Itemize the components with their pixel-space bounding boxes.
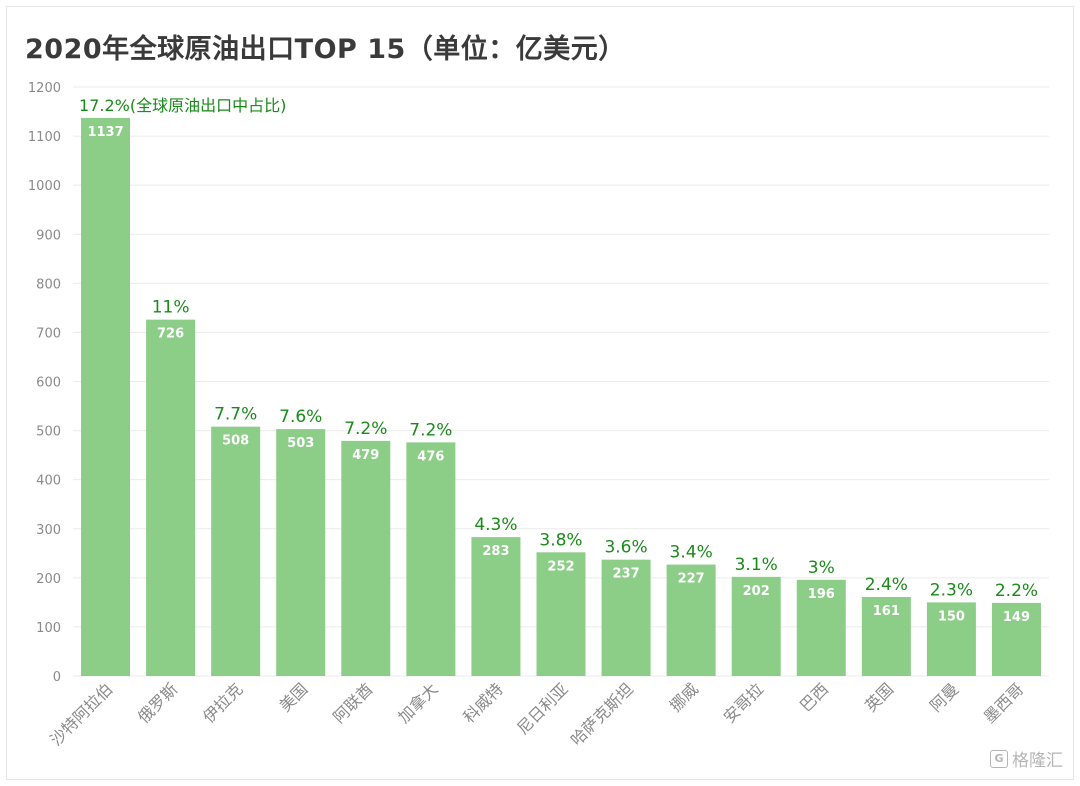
share-label: 7.6%	[279, 407, 322, 427]
x-tick-label: 科威特	[459, 679, 506, 726]
y-tick-label: 0	[53, 670, 61, 685]
x-tick-label: 挪威	[666, 679, 702, 715]
bar	[341, 440, 391, 676]
share-label: 7.2%	[409, 420, 452, 440]
share-label: 7.2%	[344, 419, 387, 439]
bar	[731, 576, 781, 676]
y-tick-label: 200	[36, 572, 61, 587]
share-label: 3.4%	[670, 543, 713, 563]
bar	[991, 602, 1041, 676]
x-tick-label: 俄罗斯	[134, 679, 181, 726]
x-tick-label: 阿曼	[926, 679, 962, 715]
bar	[211, 426, 261, 676]
bar-value-label: 503	[287, 436, 314, 451]
y-tick-label: 100	[36, 621, 61, 636]
bar	[926, 602, 976, 676]
bar	[536, 552, 586, 676]
x-tick-label: 阿联酋	[329, 679, 376, 726]
x-tick-label: 安哥拉	[720, 679, 767, 726]
bar	[471, 537, 521, 676]
bar-value-label: 726	[157, 327, 184, 342]
y-tick-label: 600	[36, 376, 61, 391]
bar-value-label: 237	[612, 567, 639, 582]
share-label: 3.8%	[539, 530, 582, 550]
share-label: 2.3%	[930, 580, 973, 600]
y-tick-label: 1200	[28, 81, 61, 96]
y-tick-label: 700	[36, 326, 61, 341]
x-tick-label: 哈萨克斯坦	[567, 679, 637, 749]
chart-title: 2020年全球原油出口TOP 15（单位：亿美元）	[25, 34, 626, 65]
watermark-text: 格隆汇	[1012, 751, 1063, 771]
bar-value-label: 161	[873, 604, 900, 619]
bar	[601, 559, 651, 676]
bar-value-label: 283	[482, 544, 509, 559]
x-tick-label: 巴西	[796, 679, 832, 715]
bar-value-label: 196	[808, 587, 835, 602]
x-tick-label: 墨西哥	[980, 679, 1027, 726]
bar	[666, 564, 716, 676]
y-tick-label: 1000	[28, 179, 61, 194]
x-tick-label: 伊拉克	[199, 679, 246, 726]
share-label: 4.3%	[474, 515, 517, 535]
bar-value-label: 476	[417, 449, 444, 464]
bar-value-label: 150	[938, 609, 965, 624]
share-label: 11%	[152, 298, 190, 318]
share-label: 3.1%	[735, 555, 778, 575]
bar	[861, 596, 911, 676]
bar-value-label: 149	[1003, 610, 1030, 625]
share-label: 2.2%	[995, 581, 1038, 601]
x-tick-label: 加拿大	[394, 679, 441, 726]
y-tick-label: 300	[36, 523, 61, 538]
bar-value-label: 202	[743, 584, 770, 599]
bar	[276, 429, 326, 676]
share-label: 2.4%	[865, 575, 908, 595]
share-label: 17.2%(全球原油出口中占比)	[79, 96, 286, 115]
bar	[81, 117, 131, 677]
bar	[796, 579, 846, 676]
chart-frame: 2020年全球原油出口TOP 15（单位：亿美元） 0 100 200 300 400 5…	[6, 6, 1074, 780]
watermark-logo-icon: G	[990, 749, 1008, 768]
bar	[406, 442, 456, 676]
bar-value-label: 227	[678, 572, 705, 587]
x-tick-label: 沙特阿拉伯	[46, 679, 116, 749]
bar-value-label: 1137	[87, 125, 123, 140]
bar-value-label: 508	[222, 434, 249, 449]
bar-value-label: 252	[547, 559, 574, 574]
x-tick-label: 美国	[275, 679, 311, 715]
y-tick-label: 1100	[28, 130, 61, 145]
watermark: G 格隆汇	[990, 746, 1063, 771]
bar	[146, 319, 196, 676]
share-label: 3%	[808, 558, 835, 578]
bar-value-label: 479	[352, 448, 379, 463]
x-tick-label: 英国	[861, 679, 897, 715]
y-tick-label: 900	[36, 228, 61, 243]
x-tick-label: 尼日利亚	[513, 679, 572, 738]
share-label: 3.6%	[604, 538, 647, 558]
bar-chart: 0 100 200 300 400 500 600 700 800 900 1000 1100 1200…	[28, 81, 1049, 749]
share-label: 7.7%	[214, 405, 257, 425]
y-tick-label: 400	[36, 474, 61, 489]
y-tick-label: 800	[36, 277, 61, 292]
y-tick-label: 500	[36, 425, 61, 440]
